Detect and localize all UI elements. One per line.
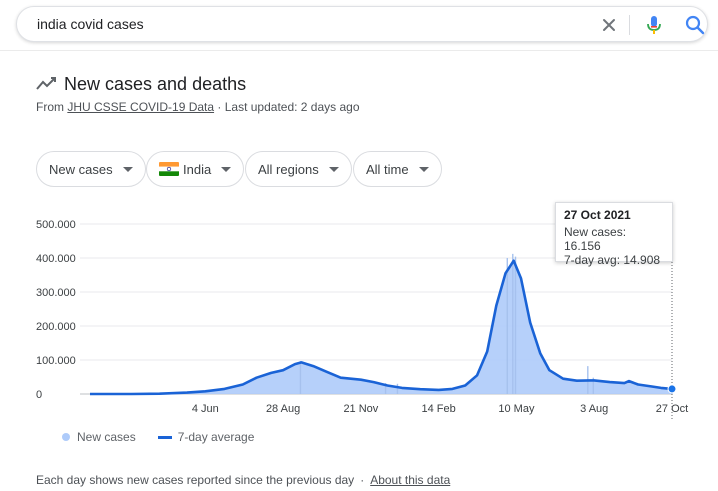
highlight-point [667, 384, 677, 394]
source-prefix: From [36, 100, 68, 114]
header-divider [0, 50, 718, 51]
metric-label: New cases [49, 161, 113, 177]
region-dropdown[interactable]: All regions [245, 151, 352, 187]
seven-day-average-line [90, 259, 673, 396]
search-input[interactable]: india covid cases [37, 16, 144, 32]
legend-bars-swatch [62, 433, 70, 441]
x-tick-label: 3 Aug [580, 403, 608, 415]
country-dropdown[interactable]: India [146, 151, 245, 187]
metric-dropdown[interactable]: New cases [36, 151, 146, 187]
legend-line-label: 7-day average [177, 430, 255, 444]
time-range-dropdown[interactable]: All time [353, 151, 442, 187]
y-tick-label: 500.000 [36, 219, 76, 231]
last-updated: · Last updated: 2 days ago [214, 100, 360, 114]
clear-icon[interactable] [599, 15, 619, 35]
source-link[interactable]: JHU CSSE COVID-19 Data [67, 100, 215, 114]
card-header: New cases and deaths [36, 73, 246, 95]
y-tick-label: 200.000 [36, 321, 76, 333]
legend-line-swatch [157, 435, 172, 439]
chevron-down-icon [122, 166, 133, 172]
footer-separator: · [360, 473, 365, 487]
microphone-icon[interactable] [644, 14, 664, 36]
y-tick-label: 100.000 [36, 355, 76, 367]
data-note: Each day shows new cases reported since … [36, 473, 450, 487]
search-bar[interactable]: india covid cases [16, 6, 708, 42]
x-tick-label: 21 Nov [343, 403, 378, 415]
y-tick-label: 0 [36, 389, 42, 401]
x-tick-label: 14 Feb [422, 403, 456, 415]
chevron-down-icon [418, 166, 429, 172]
tooltip-new-cases: New cases: 16.156 [564, 225, 627, 253]
search-divider [629, 15, 630, 35]
x-tick-label: 10 May [498, 403, 535, 415]
x-tick-label: 28 Aug [266, 403, 300, 415]
trending-icon [36, 77, 56, 90]
legend-bars-label: New cases [77, 430, 136, 444]
chart-tooltip: 27 Oct 2021 New cases: 16.156 7-day avg:… [555, 202, 673, 267]
tooltip-average: 7-day avg: 14.908 [564, 253, 661, 267]
y-tick-label: 300.000 [36, 287, 76, 299]
card-title: New cases and deaths [64, 73, 247, 94]
india-flag-icon [159, 162, 179, 176]
country-label: India [183, 161, 212, 177]
tooltip-date: 27 Oct 2021 [564, 208, 631, 222]
x-tick-label: 4 Jun [192, 403, 219, 415]
chevron-down-icon [328, 166, 339, 172]
chevron-down-icon [221, 166, 232, 172]
footer-note: Each day shows new cases reported since … [36, 473, 355, 487]
chart-legend: New cases 7-day average [62, 430, 254, 444]
source-line: From JHU CSSE COVID-19 Data · Last updat… [36, 100, 360, 114]
new-cases-area [90, 260, 672, 394]
about-data-link[interactable]: About this data [370, 473, 451, 487]
time-label: All time [366, 161, 409, 177]
y-tick-label: 400.000 [36, 253, 76, 265]
cases-chart[interactable]: 0 100.000 200.000 300.000 400.000 500.000 4 Ju… [0, 198, 718, 428]
search-icon[interactable] [684, 14, 706, 36]
region-label: All regions [258, 161, 319, 177]
